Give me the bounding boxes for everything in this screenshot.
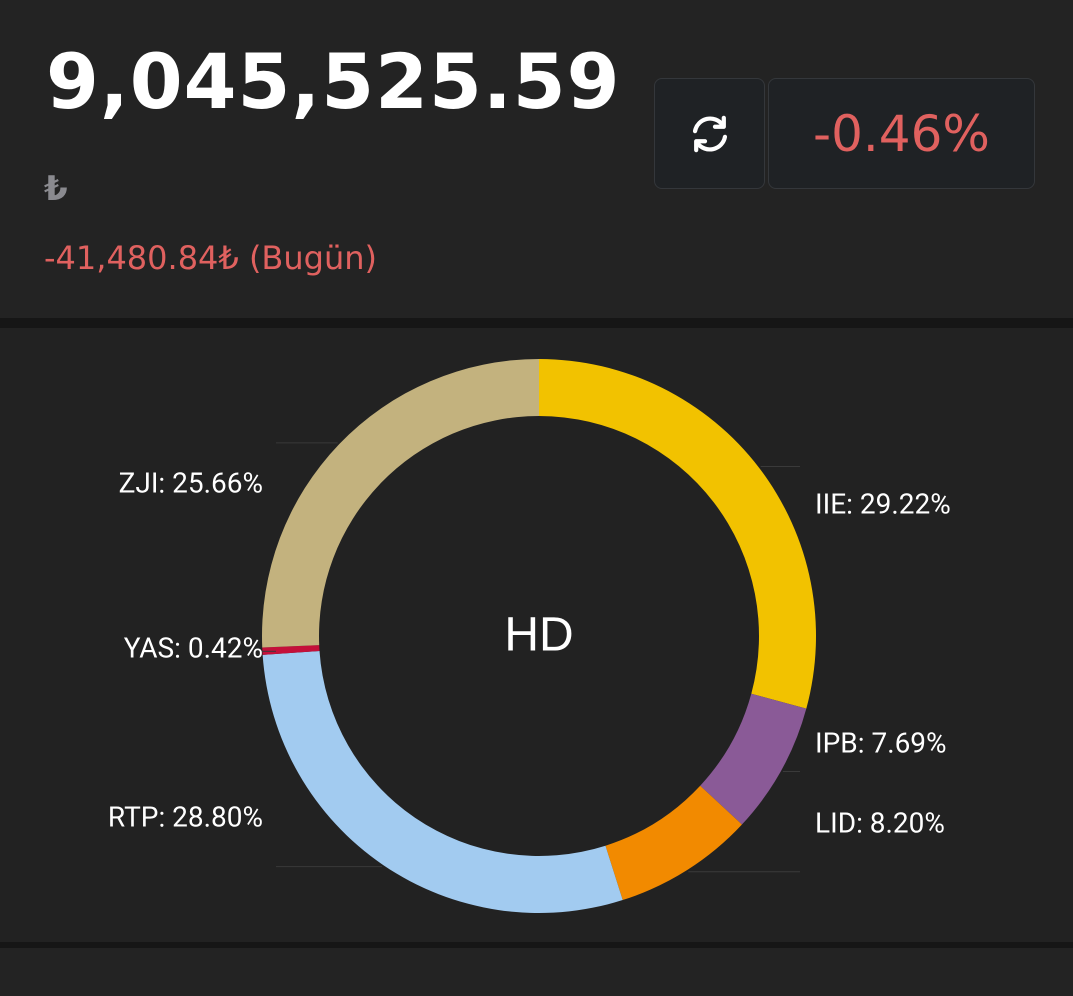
donut-center-label: HD: [504, 609, 573, 662]
section-divider-bottom: [0, 942, 1073, 948]
donut-slice-zji[interactable]: [262, 359, 539, 648]
donut-slice-iie[interactable]: [539, 359, 816, 709]
change-percent-badge[interactable]: -0.46%: [768, 78, 1035, 189]
slice-label-lid: LID: 8.20%: [815, 806, 945, 839]
slice-label-zji: ZJI: 25.66%: [119, 466, 263, 499]
donut-slice-lid[interactable]: [605, 785, 742, 901]
refresh-icon: [692, 115, 727, 152]
donut-slice-ipb[interactable]: [700, 693, 807, 825]
allocation-chart-card: IIE: 29.22% IPB: 7.69% LID: 8.20% RTP: 28.8…: [0, 328, 1073, 942]
refresh-button[interactable]: [654, 78, 765, 189]
slice-label-rtp: RTP: 28.80%: [108, 800, 263, 833]
portfolio-header: 9,045,525.59 ₺ -41,480.84₺ (Bugün) -0.46…: [0, 0, 1073, 318]
section-divider: [0, 318, 1073, 328]
slice-label-ipb: IPB: 7.69%: [815, 726, 947, 759]
total-value: 9,045,525.59: [46, 37, 621, 126]
donut-slice-rtp[interactable]: [262, 650, 623, 913]
footer-area: [0, 948, 1073, 996]
donut-slice-yas[interactable]: [262, 645, 320, 655]
currency-symbol: ₺: [44, 169, 68, 209]
slice-label-yas: YAS: 0.42%: [124, 631, 263, 664]
daily-change: -41,480.84₺ (Bugün): [44, 239, 378, 277]
slice-label-iie: IIE: 29.22%: [815, 487, 951, 520]
allocation-donut-chart: IIE: 29.22% IPB: 7.69% LID: 8.20% RTP: 28.8…: [108, 359, 951, 913]
